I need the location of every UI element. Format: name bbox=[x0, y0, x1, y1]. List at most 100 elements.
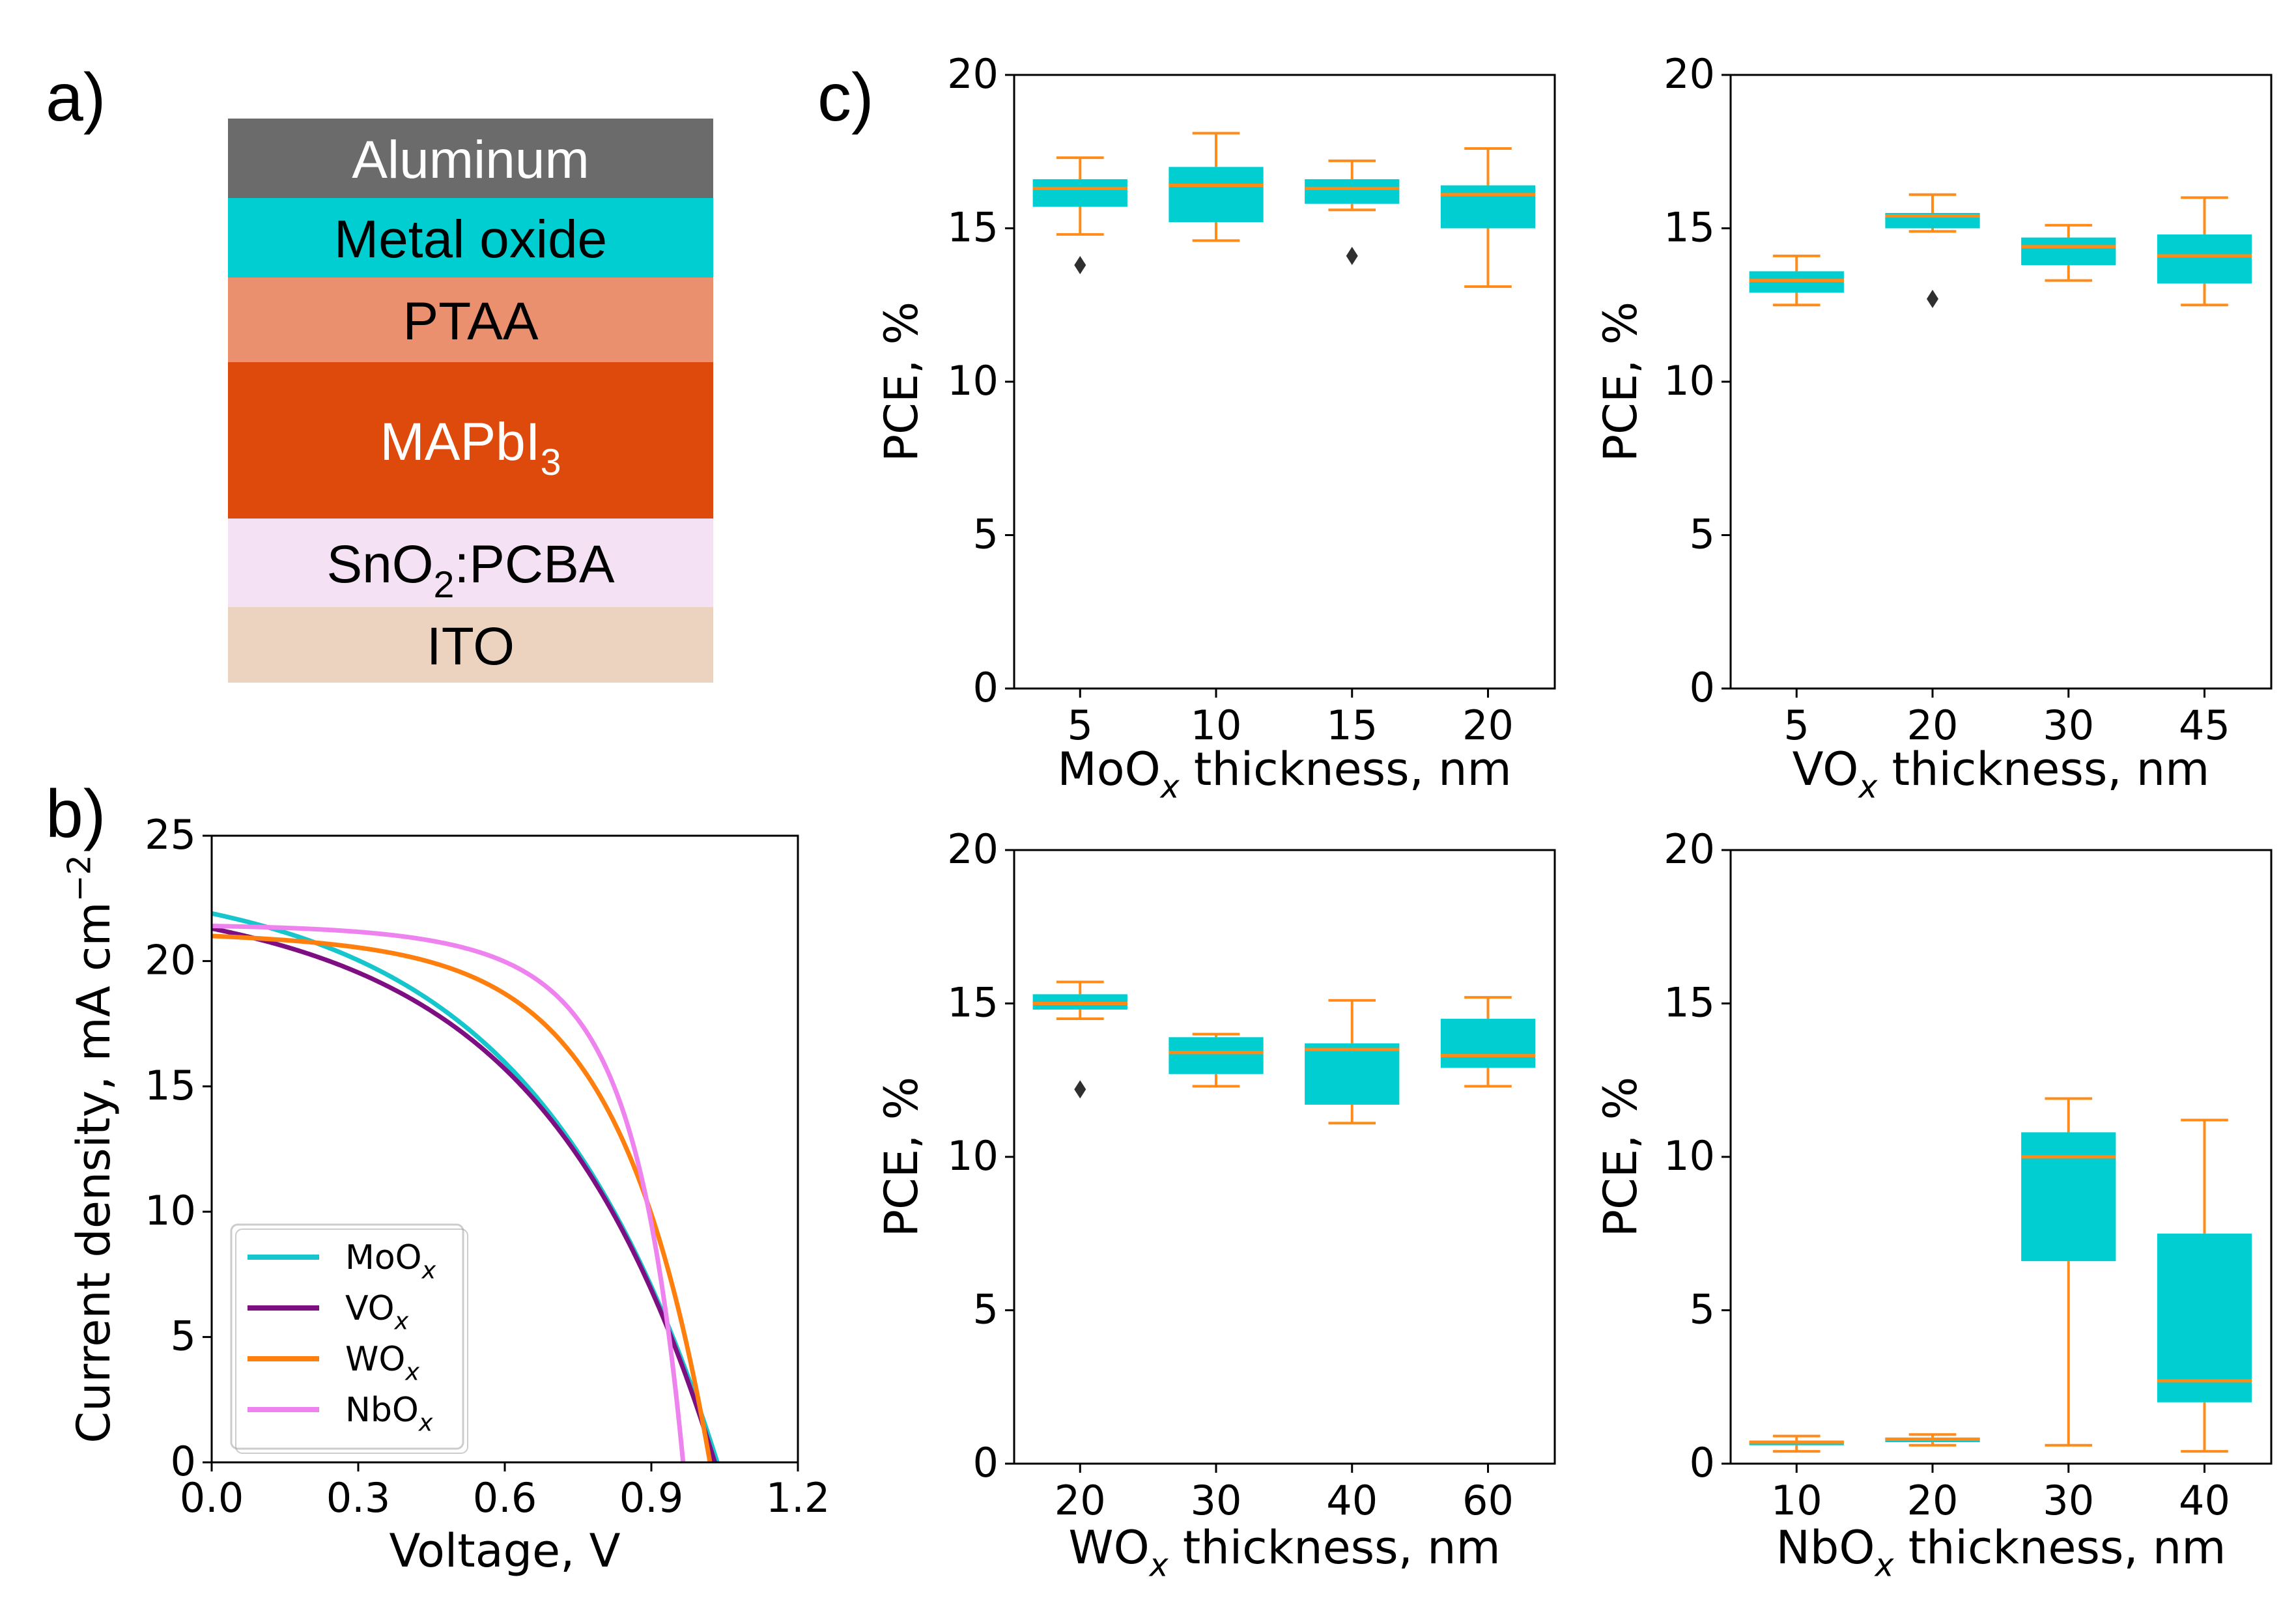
stack-layer-ito bbox=[228, 607, 713, 683]
legend-label: MoOx bbox=[345, 1238, 436, 1285]
iqr-box bbox=[1440, 1019, 1536, 1068]
jv-curve-NbOx bbox=[210, 924, 686, 1463]
x-tick-label: 0.3 bbox=[326, 1474, 391, 1522]
legend-label: NbOx bbox=[345, 1391, 433, 1437]
stack-layer-label: Metal oxide bbox=[334, 210, 607, 269]
box-20 bbox=[1885, 193, 1980, 308]
outlier-marker bbox=[1346, 246, 1358, 265]
y-tick-label: 0 bbox=[171, 1438, 196, 1485]
legend-frame bbox=[230, 1223, 464, 1450]
x-tick-label: 0.9 bbox=[619, 1474, 684, 1522]
x-tick-label: 5 bbox=[1784, 702, 1809, 749]
y-tick-label: 10 bbox=[947, 357, 999, 405]
x-tick-label: 20 bbox=[1462, 702, 1514, 749]
legend-label: WOx bbox=[345, 1340, 419, 1386]
iqr-box bbox=[1305, 1043, 1400, 1105]
vox-x-label: VOx thickness, nm bbox=[1793, 743, 2210, 806]
stack-layer-label: ITO bbox=[427, 617, 515, 676]
y-tick-label: 20 bbox=[947, 50, 999, 98]
box-15 bbox=[1305, 159, 1400, 265]
stack-layer-sno bbox=[228, 518, 713, 607]
panel-label-a: a) bbox=[46, 60, 106, 135]
stack-layer-mapbi bbox=[228, 362, 713, 518]
iqr-box bbox=[1440, 185, 1536, 229]
y-tick-label: 20 bbox=[1664, 50, 1715, 98]
x-tick-label: 45 bbox=[2179, 702, 2230, 749]
moox-x-label: MoOx thickness, nm bbox=[1057, 743, 1511, 806]
x-tick-label: 5 bbox=[1068, 702, 1093, 749]
stack-layer-ptaa bbox=[228, 277, 713, 362]
box-20 bbox=[1032, 980, 1127, 1099]
panel-label-b: b) bbox=[46, 776, 106, 852]
nbox-x-label: NbOx thickness, nm bbox=[1776, 1521, 2226, 1584]
wox-frame bbox=[1013, 849, 1556, 1465]
device-stack: Aluminum Metal oxide PTAA MAPbI3 SnO2:PCBA IT… bbox=[228, 119, 713, 683]
box-40 bbox=[2157, 1118, 2252, 1453]
y-tick-label: 20 bbox=[145, 936, 196, 984]
box-40 bbox=[1305, 999, 1400, 1125]
moox-y-label: PCE, % bbox=[875, 302, 928, 462]
y-tick-label: 10 bbox=[145, 1187, 196, 1234]
box-10 bbox=[1169, 132, 1264, 242]
vox-y-label: PCE, % bbox=[1594, 302, 1647, 462]
x-tick-label: 10 bbox=[1771, 1477, 1822, 1524]
y-tick-label: 20 bbox=[1664, 825, 1715, 873]
y-tick-label: 10 bbox=[947, 1132, 999, 1180]
legend-shadow bbox=[235, 1229, 468, 1454]
stack-layer-label: MAPbI3 bbox=[380, 412, 561, 483]
stack-layer-metal-oxide bbox=[228, 198, 713, 277]
box-30 bbox=[1169, 1032, 1264, 1088]
x-tick-label: 20 bbox=[1055, 1477, 1106, 1524]
iqr-box bbox=[1169, 167, 1264, 223]
x-tick-label: 60 bbox=[1462, 1477, 1514, 1524]
vox-frame bbox=[1729, 74, 2273, 690]
wox-x-label: WOx thickness, nm bbox=[1068, 1521, 1500, 1584]
box-20 bbox=[1440, 147, 1536, 288]
moox-frame bbox=[1013, 74, 1556, 690]
y-tick-label: 15 bbox=[1664, 979, 1715, 1027]
outlier-marker bbox=[1927, 289, 1939, 308]
legend-label: VOx bbox=[345, 1289, 409, 1335]
wox-y-label: PCE, % bbox=[875, 1077, 928, 1237]
box-20 bbox=[1885, 1433, 1980, 1447]
y-tick-label: 10 bbox=[1664, 357, 1715, 405]
jv-curve-VOx bbox=[210, 926, 717, 1464]
jv-chart: 0 5 10 15 20 25 0.0 0.3 0.6 0.9 1.2 Voltage, V Curre… bbox=[61, 811, 830, 1578]
x-tick-label: 0.6 bbox=[473, 1474, 537, 1522]
box-5 bbox=[1749, 254, 1844, 307]
x-tick-label: 30 bbox=[1191, 1477, 1242, 1524]
box-30 bbox=[2021, 223, 2116, 282]
y-tick-label: 5 bbox=[171, 1313, 196, 1360]
x-tick-label: 20 bbox=[1907, 702, 1959, 749]
stack-layer-aluminum bbox=[228, 119, 713, 198]
y-tick-label: 15 bbox=[145, 1062, 196, 1109]
x-tick-label: 0.0 bbox=[180, 1474, 244, 1522]
x-tick-label: 10 bbox=[1191, 702, 1242, 749]
iqr-box bbox=[1032, 179, 1127, 207]
nbox-y-label: PCE, % bbox=[1594, 1077, 1647, 1237]
y-tick-label: 0 bbox=[973, 664, 999, 711]
y-tick-label: 15 bbox=[947, 204, 999, 251]
stack-layer-label: PTAA bbox=[403, 292, 538, 351]
y-tick-label: 15 bbox=[947, 979, 999, 1027]
iqr-box bbox=[2021, 237, 2116, 266]
box-45 bbox=[2157, 196, 2252, 307]
panel-label-c: c) bbox=[817, 60, 874, 135]
y-tick-label: 0 bbox=[973, 1439, 999, 1486]
y-tick-label: 5 bbox=[973, 511, 999, 558]
outlier-marker bbox=[1074, 1080, 1086, 1099]
x-tick-label: 15 bbox=[1326, 702, 1378, 749]
jv-curve-WOx bbox=[210, 933, 713, 1463]
x-tick-label: 40 bbox=[1326, 1477, 1378, 1524]
box-5 bbox=[1032, 156, 1127, 275]
jv-frame bbox=[210, 834, 799, 1464]
box-60 bbox=[1440, 996, 1536, 1088]
x-tick-label: 40 bbox=[2179, 1477, 2230, 1524]
y-tick-label: 25 bbox=[145, 811, 196, 859]
x-tick-label: 30 bbox=[2043, 702, 2094, 749]
